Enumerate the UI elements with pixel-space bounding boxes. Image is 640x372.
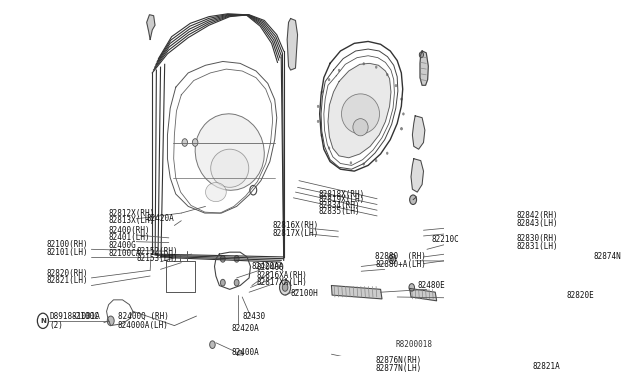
Text: 82820(RH): 82820(RH)	[46, 269, 88, 278]
Text: 82100C: 82100C	[72, 312, 100, 321]
Text: 824000A(LH): 824000A(LH)	[118, 321, 168, 330]
Circle shape	[350, 162, 352, 164]
Text: 82876N(RH): 82876N(RH)	[375, 356, 421, 365]
Text: (2): (2)	[50, 321, 64, 330]
Polygon shape	[328, 63, 391, 158]
Text: 82874N: 82874N	[593, 253, 621, 262]
Text: 82842(RH): 82842(RH)	[517, 211, 559, 221]
Circle shape	[328, 147, 330, 149]
Circle shape	[376, 66, 377, 68]
Polygon shape	[147, 15, 155, 39]
Text: 82400A: 82400A	[232, 348, 260, 357]
Text: 82812X(RH): 82812X(RH)	[109, 209, 155, 218]
Ellipse shape	[211, 149, 249, 187]
Polygon shape	[332, 286, 382, 299]
Circle shape	[339, 69, 340, 71]
Circle shape	[363, 163, 365, 165]
Text: R8200018: R8200018	[396, 340, 433, 349]
Circle shape	[220, 279, 225, 286]
Text: 82880  (RH): 82880 (RH)	[375, 253, 426, 262]
Circle shape	[409, 283, 415, 291]
Polygon shape	[287, 19, 298, 70]
Circle shape	[375, 160, 377, 162]
Circle shape	[282, 283, 288, 291]
Polygon shape	[411, 159, 424, 192]
Circle shape	[387, 152, 388, 154]
Text: 82420A: 82420A	[232, 324, 260, 333]
Circle shape	[401, 128, 403, 130]
Text: 82818X(RH): 82818X(RH)	[318, 189, 365, 199]
Circle shape	[387, 74, 388, 76]
Text: 82101(LH): 82101(LH)	[46, 248, 88, 257]
Circle shape	[401, 98, 403, 100]
Text: 82816XA(RH): 82816XA(RH)	[256, 270, 307, 279]
Text: 82040Q: 82040Q	[256, 263, 284, 272]
Polygon shape	[412, 116, 425, 149]
Text: 82819X(LH): 82819X(LH)	[318, 195, 365, 204]
Text: 82821A: 82821A	[533, 362, 561, 371]
Text: N: N	[40, 318, 46, 324]
Circle shape	[220, 256, 225, 262]
Ellipse shape	[205, 183, 227, 202]
Text: 82400G: 82400G	[109, 241, 136, 250]
Circle shape	[193, 139, 198, 146]
Circle shape	[108, 316, 114, 326]
Text: 82400(RH): 82400(RH)	[109, 226, 150, 235]
Circle shape	[182, 139, 188, 146]
Text: 82813X(LH): 82813X(LH)	[109, 216, 155, 225]
Polygon shape	[410, 288, 436, 301]
Circle shape	[234, 256, 239, 262]
Text: 82843(LH): 82843(LH)	[517, 219, 559, 228]
Circle shape	[401, 128, 403, 130]
Text: 82880+A(LH): 82880+A(LH)	[375, 260, 426, 269]
Circle shape	[328, 78, 330, 81]
Text: 82835(LH): 82835(LH)	[318, 207, 360, 216]
Circle shape	[321, 91, 323, 93]
Text: 82820E: 82820E	[566, 291, 594, 299]
Text: 82100H: 82100H	[291, 289, 318, 298]
Text: 82420A: 82420A	[147, 214, 175, 223]
Text: 82480E: 82480E	[418, 281, 445, 290]
Text: 82831(LH): 82831(LH)	[517, 242, 559, 251]
Text: 82210C: 82210C	[432, 235, 460, 244]
Ellipse shape	[353, 119, 368, 136]
Text: 82401(LH): 82401(LH)	[109, 233, 150, 243]
Circle shape	[317, 105, 319, 108]
Text: 82152(RH): 82152(RH)	[136, 247, 178, 256]
Text: 82821(LH): 82821(LH)	[46, 276, 88, 285]
Text: D8918-1001A: D8918-1001A	[50, 312, 100, 321]
Text: 82817XA(LH): 82817XA(LH)	[256, 278, 307, 287]
Text: 82816X(RH): 82816X(RH)	[273, 221, 319, 230]
Circle shape	[390, 256, 394, 261]
Circle shape	[321, 135, 323, 137]
Ellipse shape	[342, 94, 380, 134]
Circle shape	[234, 279, 239, 286]
Circle shape	[395, 84, 397, 87]
Circle shape	[317, 120, 319, 122]
Text: 82817X(LH): 82817X(LH)	[273, 229, 319, 238]
Text: 82430: 82430	[242, 312, 266, 321]
Text: 82100CA: 82100CA	[109, 248, 141, 258]
Ellipse shape	[195, 114, 264, 190]
Circle shape	[419, 52, 424, 58]
Circle shape	[410, 195, 417, 205]
Text: 82153(LH): 82153(LH)	[136, 254, 178, 263]
Text: 82100(RH): 82100(RH)	[46, 240, 88, 249]
Circle shape	[363, 62, 365, 65]
Polygon shape	[420, 51, 428, 85]
Text: 82400Q (RH): 82400Q (RH)	[118, 312, 168, 321]
Circle shape	[210, 341, 215, 349]
Text: 82877N(LH): 82877N(LH)	[375, 364, 421, 372]
Circle shape	[237, 350, 243, 358]
Circle shape	[280, 280, 291, 295]
Text: 82830(RH): 82830(RH)	[517, 234, 559, 243]
Text: 82420AA: 82420AA	[252, 262, 284, 271]
Text: 82834(RH): 82834(RH)	[318, 201, 360, 210]
Circle shape	[403, 113, 404, 115]
